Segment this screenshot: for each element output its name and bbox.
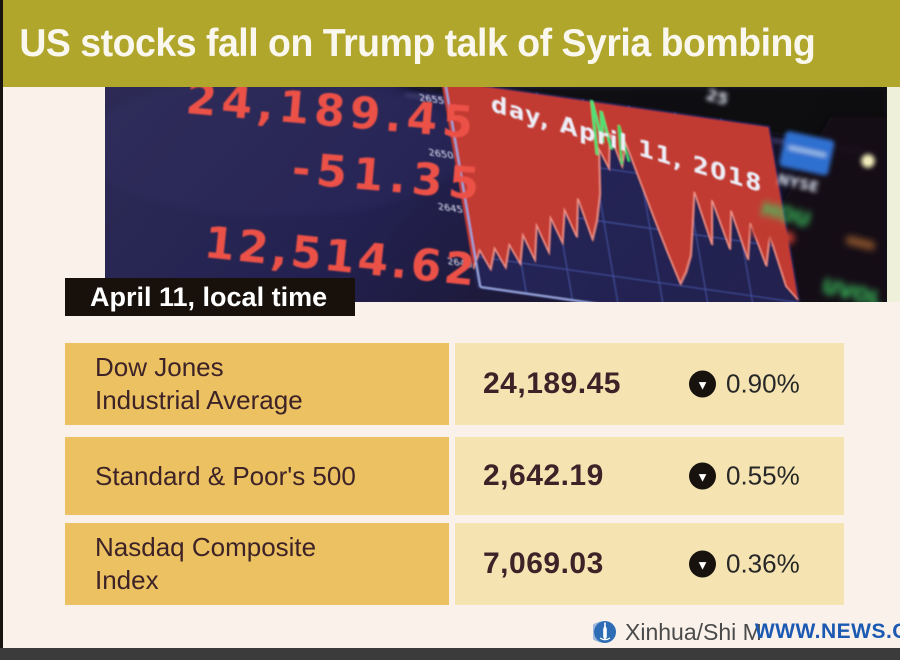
index-value: 7,069.03 xyxy=(483,547,604,580)
index-value: 24,189.45 xyxy=(483,367,621,400)
axis-tick-labels: 2655 2650 2645 2640 xyxy=(418,93,473,271)
credit-line: Xinhua/Shi M WWW.NEWS.CN xyxy=(593,618,900,646)
chart-y-axis xyxy=(443,87,482,288)
index-name-cell: Standard & Poor's 500 xyxy=(65,437,449,515)
table-row: Nasdaq Composite Index 7,069.03 ▼ 0.36% xyxy=(65,523,844,605)
axis-tick: 2640 xyxy=(446,256,473,270)
axis-tick: 2655 xyxy=(418,93,445,107)
highlight-dot-core xyxy=(864,157,872,165)
date-fragment-text: 25 xyxy=(704,87,731,109)
left-edge-strip xyxy=(0,0,3,660)
table-row: Dow Jones Industrial Average 24,189.45 ▼… xyxy=(65,343,844,425)
price-line xyxy=(472,133,799,300)
down-arrow-badge: ▼ xyxy=(689,550,716,578)
date-badge: April 11, local time xyxy=(65,278,356,316)
change-percent: 0.36% xyxy=(726,548,800,579)
bottom-bar xyxy=(0,648,900,660)
down-arrow-badge: ▼ xyxy=(689,462,716,490)
down-triangle-icon: ▼ xyxy=(696,377,709,393)
chart-x-axis xyxy=(480,286,804,302)
table-row: Standard & Poor's 500 2,642.19 ▼ 0.55% xyxy=(65,437,844,515)
index-value-cell: 2,642.19 ▼ 0.55% xyxy=(455,437,844,515)
board-glow xyxy=(105,87,465,217)
change-percent: 0.90% xyxy=(726,368,800,399)
down-triangle-icon: ▼ xyxy=(696,469,709,485)
market-photo-svg: 2655 2650 2645 2640 24,189.45 -51.35 12,… xyxy=(105,87,887,302)
index-value-cell: 24,189.45 ▼ 0.90% xyxy=(455,343,844,425)
green-spike-2 xyxy=(617,124,631,165)
intraday-chart: 2655 2650 2645 2640 xyxy=(418,87,807,302)
index-value: 2,642.19 xyxy=(483,459,604,492)
photo-side-strip xyxy=(887,87,900,302)
index-name-cell: Dow Jones Industrial Average xyxy=(65,343,449,425)
watermark: WWW.NEWS.CN xyxy=(754,620,900,643)
axis-tick: 2650 xyxy=(428,147,455,161)
nyse-logo-stripe xyxy=(788,145,827,158)
market-photo: 2655 2650 2645 2640 24,189.45 -51.35 12,… xyxy=(105,87,887,302)
byline: Xinhua/Shi M xyxy=(625,618,762,645)
change-percent: 0.55% xyxy=(726,460,800,491)
price-area-red xyxy=(441,87,798,300)
index-name-cell: Nasdaq Composite Index xyxy=(65,523,449,605)
down-arrow-badge: ▼ xyxy=(689,370,716,398)
green-spike-1 xyxy=(590,99,613,156)
xinhua-globe-icon xyxy=(593,621,616,643)
axis-tick: 2645 xyxy=(437,202,464,216)
orange-ticker-smudge xyxy=(845,235,876,251)
index-value-cell: 7,069.03 ▼ 0.36% xyxy=(455,523,844,605)
red-ticker-smudge xyxy=(751,224,795,245)
down-triangle-icon: ▼ xyxy=(696,557,709,573)
headline-banner: US stocks fall on Trump talk of Syria bo… xyxy=(3,0,900,87)
headline-title: US stocks fall on Trump talk of Syria bo… xyxy=(19,22,816,65)
